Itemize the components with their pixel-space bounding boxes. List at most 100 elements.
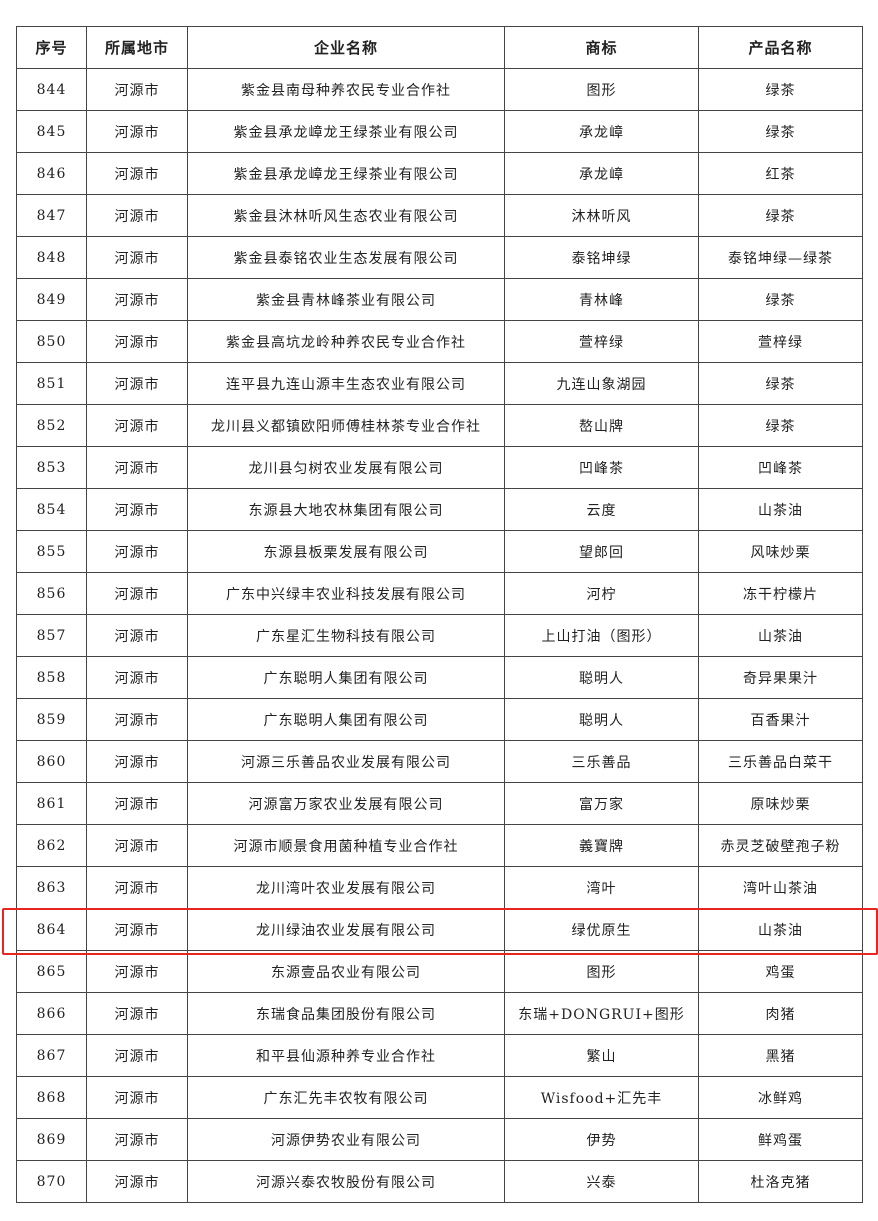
cell-col-trademark: 聪明人 xyxy=(504,656,699,699)
table-row: 861 河源市 河源富万家农业发展有限公司 富万家 原味炒栗 xyxy=(16,782,863,825)
cell-col-city: 河源市 xyxy=(86,530,188,573)
cell-col-city: 河源市 xyxy=(86,656,188,699)
table-row: 863 河源市 龙川湾叶农业发展有限公司 湾叶 湾叶山茶油 xyxy=(16,866,863,909)
cell-col-trademark: 承龙嶂 xyxy=(504,152,699,195)
cell-col-company: 广东聪明人集团有限公司 xyxy=(187,698,505,741)
cell-col-city: 河源市 xyxy=(86,1160,188,1203)
cell-col-index: 844 xyxy=(16,68,87,111)
cell-col-index: 855 xyxy=(16,530,87,573)
table-row: 857 河源市 广东星汇生物科技有限公司 上山打油（图形） 山茶油 xyxy=(16,614,863,657)
cell-col-index: 863 xyxy=(16,866,87,909)
cell-col-city: 河源市 xyxy=(86,194,188,237)
cell-col-index: 864 xyxy=(16,908,87,951)
cell-col-city: 河源市 xyxy=(86,614,188,657)
cell-col-product: 冰鲜鸡 xyxy=(698,1076,863,1119)
cell-col-product: 风味炒栗 xyxy=(698,530,863,573)
header-col-index: 序号 xyxy=(16,26,87,69)
cell-col-company: 河源伊势农业有限公司 xyxy=(187,1118,505,1161)
cell-col-product: 三乐善品白菜干 xyxy=(698,740,863,783)
cell-col-product: 凹峰茶 xyxy=(698,446,863,489)
cell-col-city: 河源市 xyxy=(86,446,188,489)
cell-col-product: 绿茶 xyxy=(698,278,863,321)
cell-col-trademark: 九连山象湖园 xyxy=(504,362,699,405)
cell-col-index: 866 xyxy=(16,992,87,1035)
cell-col-index: 847 xyxy=(16,194,87,237)
cell-col-company: 紫金县泰铭农业生态发展有限公司 xyxy=(187,236,505,279)
enterprise-table: 序号 所属地市 企业名称 商标 产品名称 844 河源市 紫金县南母种养农民专业合作社 图形绿… xyxy=(16,26,863,1203)
cell-col-trademark: 东瑞+DONGRUI+图形 xyxy=(504,992,699,1035)
cell-col-index: 865 xyxy=(16,950,87,993)
cell-col-city: 河源市 xyxy=(86,782,188,825)
header-col-trademark: 商标 xyxy=(504,26,699,69)
cell-col-trademark: 泰铭坤绿 xyxy=(504,236,699,279)
cell-col-index: 868 xyxy=(16,1076,87,1119)
cell-col-company: 河源富万家农业发展有限公司 xyxy=(187,782,505,825)
cell-col-index: 850 xyxy=(16,320,87,363)
cell-col-product: 山茶油 xyxy=(698,908,863,951)
cell-col-product: 绿茶 xyxy=(698,110,863,153)
cell-col-city: 河源市 xyxy=(86,488,188,531)
cell-col-trademark: 凹峰茶 xyxy=(504,446,699,489)
cell-col-index: 867 xyxy=(16,1034,87,1077)
table-row: 858 河源市 广东聪明人集团有限公司 聪明人 奇异果果汁 xyxy=(16,656,863,699)
table-row: 869 河源市 河源伊势农业有限公司 伊势 鲜鸡蛋 xyxy=(16,1118,863,1161)
cell-col-product: 赤灵芝破壁孢子粉 xyxy=(698,824,863,867)
cell-col-product: 绿茶 xyxy=(698,194,863,237)
cell-col-company: 东源县大地农林集团有限公司 xyxy=(187,488,505,531)
cell-col-trademark: 義寶牌 xyxy=(504,824,699,867)
cell-col-company: 河源三乐善品农业发展有限公司 xyxy=(187,740,505,783)
table-row: 859 河源市 广东聪明人集团有限公司 聪明人 百香果汁 xyxy=(16,698,863,741)
cell-col-product: 百香果汁 xyxy=(698,698,863,741)
cell-col-city: 河源市 xyxy=(86,152,188,195)
cell-col-index: 846 xyxy=(16,152,87,195)
cell-col-product: 鲜鸡蛋 xyxy=(698,1118,863,1161)
cell-col-company: 东源壹品农业有限公司 xyxy=(187,950,505,993)
cell-col-product: 原味炒栗 xyxy=(698,782,863,825)
cell-col-product: 红茶 xyxy=(698,152,863,195)
cell-col-index: 860 xyxy=(16,740,87,783)
table-row: 851 河源市 连平县九连山源丰生态农业有限公司 九连山象湖园 绿茶 xyxy=(16,362,863,405)
cell-col-company: 连平县九连山源丰生态农业有限公司 xyxy=(187,362,505,405)
table-row: 866 河源市 东瑞食品集团股份有限公司 东瑞+DONGRUI+图形 肉猪 xyxy=(16,992,863,1035)
table-row: 850 河源市 紫金县高坑龙岭种养农民专业合作社 萱梓绿 萱梓绿 xyxy=(16,320,863,363)
cell-col-city: 河源市 xyxy=(86,236,188,279)
cell-col-trademark: 湾叶 xyxy=(504,866,699,909)
cell-col-city: 河源市 xyxy=(86,950,188,993)
table-row: 860 河源市 河源三乐善品农业发展有限公司 三乐善品 三乐善品白菜干 xyxy=(16,740,863,783)
cell-col-city: 河源市 xyxy=(86,824,188,867)
cell-col-product: 肉猪 xyxy=(698,992,863,1035)
cell-col-index: 858 xyxy=(16,656,87,699)
cell-col-city: 河源市 xyxy=(86,908,188,951)
header-col-company: 企业名称 xyxy=(187,26,505,69)
table-row: 865 河源市 东源壹品农业有限公司 图形 鸡蛋 xyxy=(16,950,863,993)
cell-col-trademark: 伊势 xyxy=(504,1118,699,1161)
cell-col-trademark: 绿优原生 xyxy=(504,908,699,951)
cell-col-trademark: 富万家 xyxy=(504,782,699,825)
cell-col-product: 山茶油 xyxy=(698,488,863,531)
table-row: 855 河源市 东源县板栗发展有限公司 望郎回 风味炒栗 xyxy=(16,530,863,573)
cell-col-index: 861 xyxy=(16,782,87,825)
cell-col-company: 河源市顺景食用菌种植专业合作社 xyxy=(187,824,505,867)
cell-col-index: 853 xyxy=(16,446,87,489)
cell-col-trademark: 上山打油（图形） xyxy=(504,614,699,657)
cell-col-product: 杜洛克猪 xyxy=(698,1160,863,1203)
cell-col-company: 广东星汇生物科技有限公司 xyxy=(187,614,505,657)
cell-col-index: 848 xyxy=(16,236,87,279)
cell-col-city: 河源市 xyxy=(86,362,188,405)
cell-col-city: 河源市 xyxy=(86,404,188,447)
cell-col-index: 870 xyxy=(16,1160,87,1203)
table-row: 868 河源市 广东汇先丰农牧有限公司 Wisfood+汇先丰 冰鲜鸡 xyxy=(16,1076,863,1119)
cell-col-city: 河源市 xyxy=(86,866,188,909)
table-row: 852 河源市 龙川县义都镇欧阳师傅桂林茶专业合作社 嶅山牌 绿茶 xyxy=(16,404,863,447)
cell-col-company: 东瑞食品集团股份有限公司 xyxy=(187,992,505,1035)
cell-col-trademark: 沐林听风 xyxy=(504,194,699,237)
header-row: 序号 所属地市 企业名称 商标 产品名称 xyxy=(16,26,863,69)
cell-col-city: 河源市 xyxy=(86,740,188,783)
cell-col-product: 奇异果果汁 xyxy=(698,656,863,699)
cell-col-company: 紫金县承龙嶂龙王绿茶业有限公司 xyxy=(187,152,505,195)
cell-col-index: 856 xyxy=(16,572,87,615)
cell-col-trademark: 聪明人 xyxy=(504,698,699,741)
cell-col-index: 854 xyxy=(16,488,87,531)
cell-col-index: 857 xyxy=(16,614,87,657)
cell-col-product: 湾叶山茶油 xyxy=(698,866,863,909)
